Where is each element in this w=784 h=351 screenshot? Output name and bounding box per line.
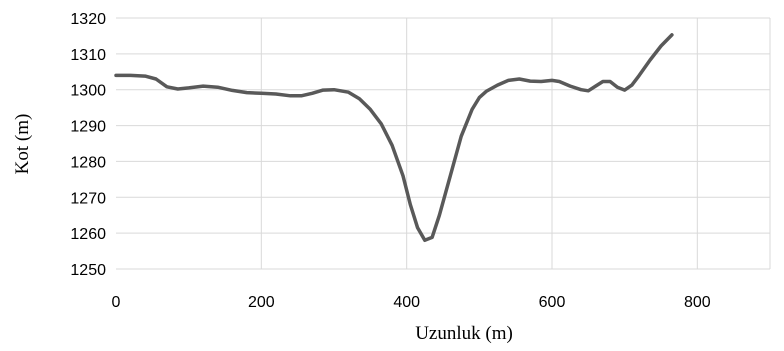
y-tick-label-1320: 1320 <box>70 11 106 28</box>
y-tick-label-1270: 1270 <box>70 190 106 207</box>
series-line-0 <box>114 33 674 243</box>
x-axis-label: Uzunluk (m) <box>415 323 513 344</box>
x-tick-label-200: 200 <box>248 294 275 311</box>
x-tick-label-800: 800 <box>684 294 711 311</box>
x-tick-label-600: 600 <box>539 294 566 311</box>
y-tick-label-1280: 1280 <box>70 154 106 171</box>
x-tick-labels: 0 200 400 600 800 <box>112 294 711 311</box>
series-layer <box>114 33 674 243</box>
x-tick-label-400: 400 <box>393 294 420 311</box>
y-tick-labels: 1250 1260 1270 1280 1290 1300 1310 1320 <box>70 11 106 279</box>
y-tick-label-1260: 1260 <box>70 226 106 243</box>
y-tick-label-1250: 1250 <box>70 262 106 279</box>
y-tick-label-1300: 1300 <box>70 83 106 100</box>
y-axis-label: Kot (m) <box>12 114 33 175</box>
y-tick-label-1290: 1290 <box>70 119 106 136</box>
x-tick-label-0: 0 <box>112 294 121 311</box>
gridlines <box>116 17 771 270</box>
y-tick-label-1310: 1310 <box>70 47 106 64</box>
